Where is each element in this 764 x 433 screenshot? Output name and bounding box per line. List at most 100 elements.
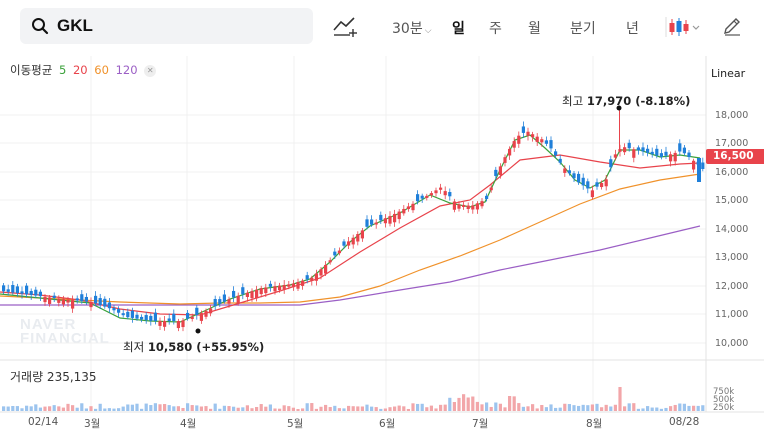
tab-month[interactable]: 월 xyxy=(528,21,541,37)
interval-dropdown[interactable]: 30분 ⌵ xyxy=(392,18,432,38)
volume-bar xyxy=(181,407,185,411)
candle xyxy=(595,182,599,187)
volume-bar xyxy=(572,405,576,411)
candle xyxy=(20,291,24,294)
volume-bar xyxy=(259,404,263,411)
candle xyxy=(48,297,52,304)
volume-bar xyxy=(195,405,199,411)
volume-bar xyxy=(480,404,484,411)
volume-bar xyxy=(494,402,498,411)
candle xyxy=(84,296,88,302)
candle xyxy=(489,187,493,191)
candle xyxy=(38,291,42,297)
candle xyxy=(324,264,328,274)
candle xyxy=(112,307,116,311)
volume-bar xyxy=(89,406,93,411)
candle xyxy=(462,204,466,207)
candle xyxy=(646,148,650,153)
candle xyxy=(328,260,332,263)
tab-quarter[interactable]: 분기 xyxy=(570,21,596,37)
volume-bar xyxy=(383,408,387,411)
candle-type-icon[interactable] xyxy=(664,17,704,37)
volume-bar xyxy=(673,404,677,411)
volume-bar xyxy=(429,405,433,411)
x-tick-may: 5월 xyxy=(287,418,304,430)
volume-bar xyxy=(163,404,167,411)
candle xyxy=(135,314,139,319)
candle xyxy=(98,298,102,306)
tab-day[interactable]: 일 xyxy=(452,21,465,37)
volume-bar xyxy=(535,408,539,411)
candle xyxy=(34,289,38,296)
y-tick-15000: 15,000 xyxy=(715,195,749,206)
volume-bar xyxy=(278,408,282,411)
ma-legend-label: 이동평균 xyxy=(10,63,53,77)
volume-bar xyxy=(360,406,364,411)
volume-bar xyxy=(462,394,466,411)
candle xyxy=(669,154,673,162)
candle xyxy=(57,298,61,303)
volume-bar xyxy=(379,408,383,411)
candle xyxy=(310,277,314,281)
edit-icon[interactable] xyxy=(722,16,742,36)
candle xyxy=(347,241,351,246)
volume-bar xyxy=(351,406,355,411)
candle xyxy=(319,269,323,276)
volume-bar xyxy=(512,396,516,411)
volume-bar xyxy=(48,406,52,411)
candle xyxy=(429,193,433,196)
candle xyxy=(531,134,535,138)
close-icon[interactable]: ✕ xyxy=(144,65,157,77)
tab-week[interactable]: 주 xyxy=(489,21,502,37)
volume-bar xyxy=(567,404,571,411)
candle xyxy=(471,205,475,210)
volume-bar xyxy=(600,407,604,411)
volume-bar xyxy=(374,407,378,411)
candle xyxy=(259,288,263,295)
candle xyxy=(682,147,686,154)
candle xyxy=(664,151,668,156)
volume-bar xyxy=(687,405,691,411)
volume-bar xyxy=(236,407,240,411)
candle xyxy=(632,149,636,158)
candle xyxy=(535,136,539,142)
stock-search-box[interactable]: GKL xyxy=(20,8,313,44)
candle xyxy=(213,299,217,307)
candle xyxy=(195,307,199,315)
volume-bar xyxy=(140,408,144,411)
volume-bar xyxy=(107,408,111,411)
volume-bar xyxy=(540,404,544,411)
volume-bar xyxy=(190,405,194,411)
candle xyxy=(692,160,696,170)
volume-bar xyxy=(397,405,401,411)
volume-bar xyxy=(52,405,56,411)
candle xyxy=(167,318,171,321)
volume-bar xyxy=(112,408,116,411)
candle xyxy=(590,190,594,198)
volume-bar xyxy=(370,406,374,411)
moving-average-legend[interactable]: 이동평균 5 20 60 120 ✕ xyxy=(10,62,159,78)
y-tick-17000: 17,000 xyxy=(715,138,749,149)
volume-bar xyxy=(287,406,291,411)
volume-bar xyxy=(144,403,148,411)
candle xyxy=(75,298,79,301)
candle xyxy=(659,153,663,157)
volume-bar xyxy=(466,397,470,411)
candle xyxy=(282,284,286,290)
volume-bar xyxy=(167,405,171,411)
ma-60-label: 60 xyxy=(94,63,109,77)
volume-bar xyxy=(11,406,15,411)
search-input-value[interactable]: GKL xyxy=(57,16,93,35)
y-tick-13000: 13,000 xyxy=(715,252,749,263)
candle xyxy=(314,273,318,281)
tab-year[interactable]: 년 xyxy=(626,21,639,37)
candle xyxy=(153,312,157,321)
drawing-tool-icon[interactable] xyxy=(332,14,358,38)
candle xyxy=(232,290,236,298)
volume-bar xyxy=(264,406,268,411)
price-scale-type[interactable]: Linear xyxy=(711,67,746,80)
volume-bar xyxy=(149,405,153,411)
candle xyxy=(181,320,185,328)
candle xyxy=(342,241,346,246)
